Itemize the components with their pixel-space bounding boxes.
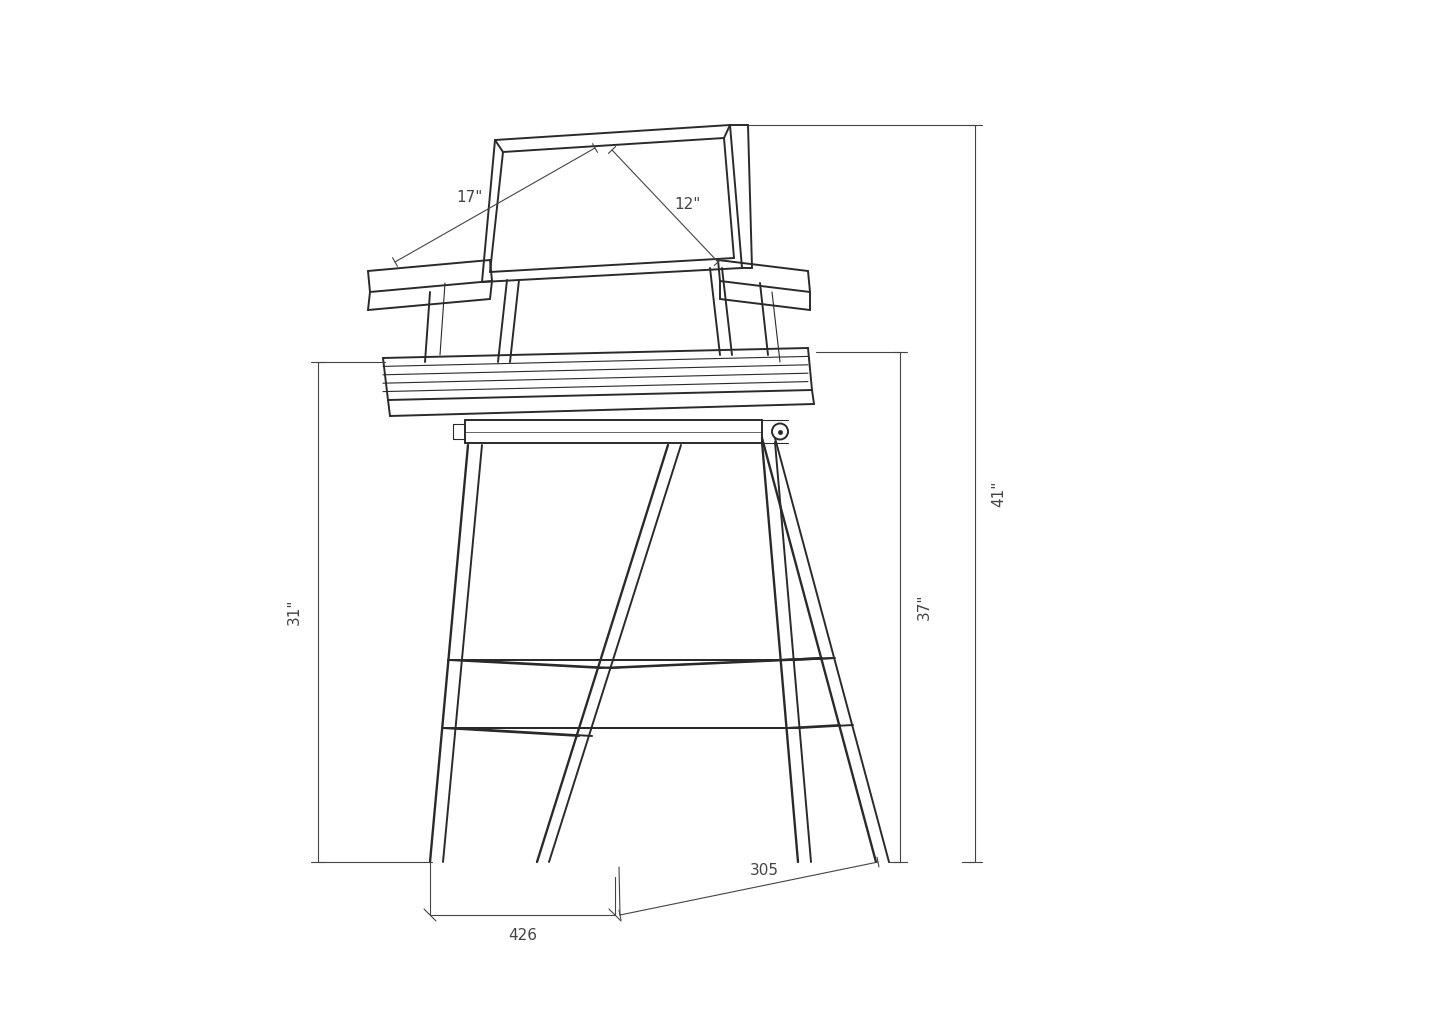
Text: 12": 12" [673, 196, 701, 211]
Text: 305: 305 [750, 863, 779, 878]
Text: 41": 41" [991, 480, 1007, 506]
Text: 426: 426 [509, 927, 538, 942]
Text: 37": 37" [916, 594, 932, 620]
Text: 31": 31" [286, 598, 302, 625]
Text: 17": 17" [457, 190, 483, 204]
